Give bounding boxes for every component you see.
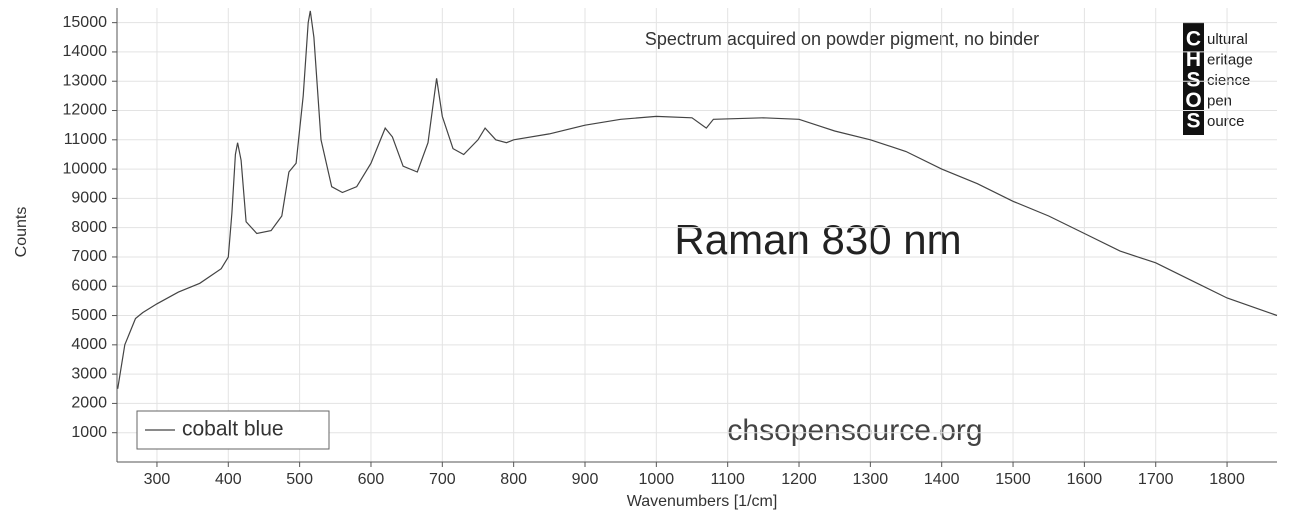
- series-line: [117, 10, 1278, 389]
- y-tick-label: 13000: [63, 72, 108, 89]
- note: Spectrum acquired on powder pigment, no …: [645, 29, 1039, 49]
- y-tick-label: 10000: [63, 160, 108, 177]
- logo-word: ource: [1207, 113, 1245, 130]
- x-axis-label: Wavenumbers [1/cm]: [627, 493, 778, 510]
- logo-word: pen: [1207, 92, 1232, 109]
- logo-letter: S: [1186, 110, 1200, 133]
- logo-letter: O: [1185, 89, 1201, 112]
- y-tick-label: 2000: [71, 395, 107, 412]
- y-tick-label: 8000: [71, 219, 107, 236]
- x-tick-label: 800: [500, 471, 527, 488]
- headline: Raman 830 nm: [674, 216, 961, 263]
- y-axis-label: Counts: [13, 207, 30, 258]
- y-tick-label: 11000: [64, 131, 107, 148]
- x-tick-label: 500: [286, 471, 313, 488]
- x-tick-label: 1000: [639, 471, 675, 488]
- x-tick-label: 1400: [924, 471, 960, 488]
- x-tick-label: 400: [215, 471, 242, 488]
- x-tick-label: 1800: [1209, 471, 1245, 488]
- y-tick-label: 12000: [63, 102, 108, 119]
- logo-letter: C: [1186, 28, 1201, 51]
- y-tick-label: 7000: [71, 248, 107, 265]
- logo-letter: S: [1186, 69, 1200, 92]
- x-tick-label: 1100: [710, 471, 745, 488]
- logo-letter: H: [1186, 48, 1201, 71]
- logo-word: eritage: [1207, 51, 1253, 68]
- y-tick-label: 5000: [71, 307, 107, 324]
- logo-bar: [1183, 22, 1204, 135]
- x-tick-label: 1700: [1138, 471, 1174, 488]
- logo-word: cience: [1207, 72, 1250, 89]
- website: chsopensource.org: [727, 414, 982, 447]
- x-tick-label: 1300: [853, 471, 889, 488]
- y-tick-label: 1000: [71, 424, 107, 441]
- x-tick-label: 700: [429, 471, 456, 488]
- y-tick-label: 14000: [63, 43, 108, 60]
- y-tick-label: 4000: [71, 336, 107, 353]
- legend-label: cobalt blue: [182, 418, 284, 441]
- x-tick-label: 1600: [1067, 471, 1103, 488]
- y-tick-label: 6000: [71, 277, 107, 294]
- x-tick-label: 300: [144, 471, 171, 488]
- y-tick-label: 15000: [63, 14, 108, 31]
- y-tick-label: 9000: [71, 190, 107, 207]
- x-tick-label: 900: [572, 471, 599, 488]
- x-tick-label: 600: [358, 471, 385, 488]
- x-tick-label: 1200: [781, 471, 817, 488]
- x-tick-label: 1500: [995, 471, 1031, 488]
- y-tick-label: 3000: [71, 365, 107, 382]
